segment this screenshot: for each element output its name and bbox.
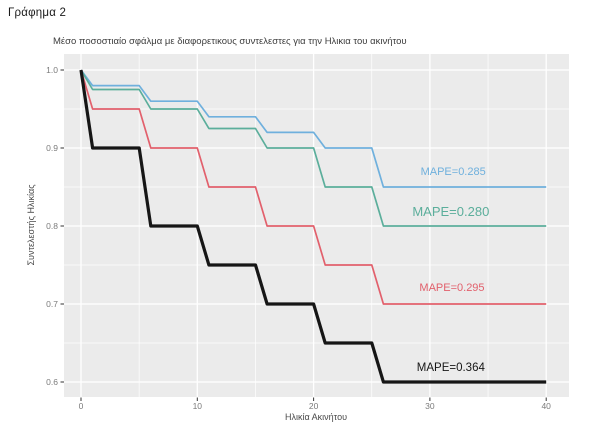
series-line-3 <box>79 69 547 384</box>
y-tick-label: 0.6 <box>46 377 58 387</box>
x-tick-label: 30 <box>425 401 435 411</box>
series-line-2 <box>80 69 547 305</box>
series-label-3: MAPE=0.364 <box>416 361 485 374</box>
y-tick-label: 1.0 <box>46 65 58 75</box>
y-tick-label: 0.7 <box>46 299 58 309</box>
page-title: Γράφημα 2 <box>8 7 67 19</box>
series-line-1 <box>80 69 547 227</box>
series-label-1: MAPE=0.280 <box>412 203 490 219</box>
x-axis-title: Ηλικία Ακινήτου <box>284 412 348 422</box>
series-label-2: MAPE=0.295 <box>419 282 485 295</box>
x-tick-label: 20 <box>308 401 319 411</box>
x-tick-label: 10 <box>192 401 203 411</box>
x-tick-label: 0 <box>78 401 84 411</box>
chart-title: Μέσο ποσοστιαίο σφάλμα με διαφορετικους … <box>53 36 407 47</box>
series-line-0 <box>80 69 547 188</box>
y-tick-label: 0.8 <box>46 221 58 231</box>
x-tick-label: 40 <box>541 401 551 411</box>
series-label-0: MAPE=0.285 <box>420 166 486 179</box>
y-tick-label: 0.9 <box>46 143 58 153</box>
